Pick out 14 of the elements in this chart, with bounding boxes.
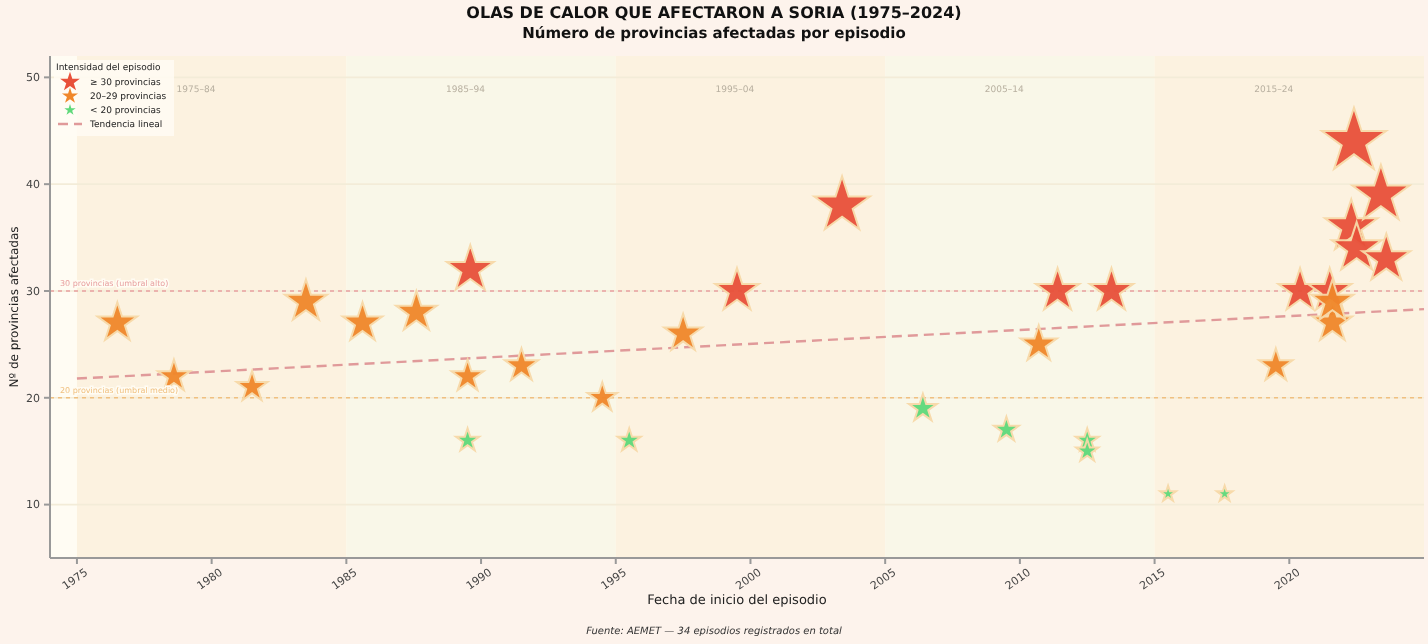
- point: [663, 312, 704, 351]
- point: [1019, 324, 1058, 361]
- chart-title: OLAS DE CALOR QUE AFECTARON A SORIA (1975–2024): [466, 4, 962, 22]
- point: [96, 301, 139, 341]
- point: [992, 415, 1020, 442]
- point: [1361, 232, 1412, 281]
- point: [341, 301, 384, 341]
- point: [503, 347, 540, 381]
- point: [445, 244, 495, 291]
- point: [1330, 221, 1383, 271]
- point: [455, 427, 481, 452]
- point: [395, 289, 438, 331]
- point: [616, 427, 642, 452]
- point: [1075, 438, 1100, 462]
